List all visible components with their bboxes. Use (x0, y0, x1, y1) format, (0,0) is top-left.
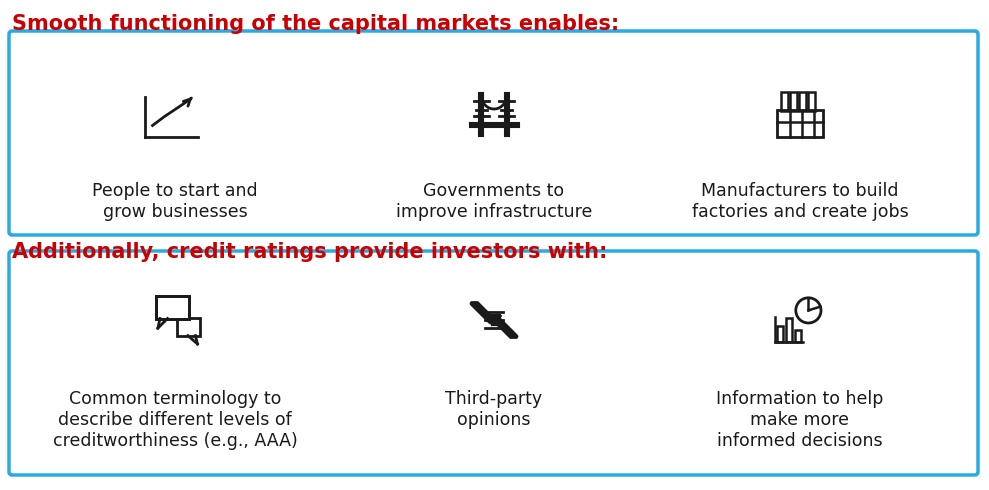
Bar (790, 92, 797, 111)
Text: Common terminology to
describe different levels of
creditworthiness (e.g., AAA): Common terminology to describe different… (52, 390, 298, 450)
Text: Governments to
improve infrastructure: Governments to improve infrastructure (396, 182, 592, 221)
Text: Manufacturers to build
factories and create jobs: Manufacturers to build factories and cre… (691, 182, 908, 221)
Bar (808, 92, 815, 111)
Bar (794, 330, 801, 342)
Text: Additionally, credit ratings provide investors with:: Additionally, credit ratings provide inv… (12, 242, 607, 262)
FancyBboxPatch shape (176, 318, 200, 336)
FancyBboxPatch shape (9, 31, 978, 235)
Bar (785, 318, 792, 342)
Bar (799, 92, 806, 111)
Text: Information to help
make more
informed decisions: Information to help make more informed d… (716, 390, 884, 450)
FancyBboxPatch shape (155, 296, 189, 318)
FancyBboxPatch shape (9, 251, 978, 475)
Bar (781, 92, 788, 111)
Text: Third-party
opinions: Third-party opinions (445, 390, 543, 429)
Bar (776, 326, 783, 342)
Text: Smooth functioning of the capital markets enables:: Smooth functioning of the capital market… (12, 14, 619, 34)
Bar (776, 111, 824, 138)
Text: People to start and
grow businesses: People to start and grow businesses (92, 182, 258, 221)
